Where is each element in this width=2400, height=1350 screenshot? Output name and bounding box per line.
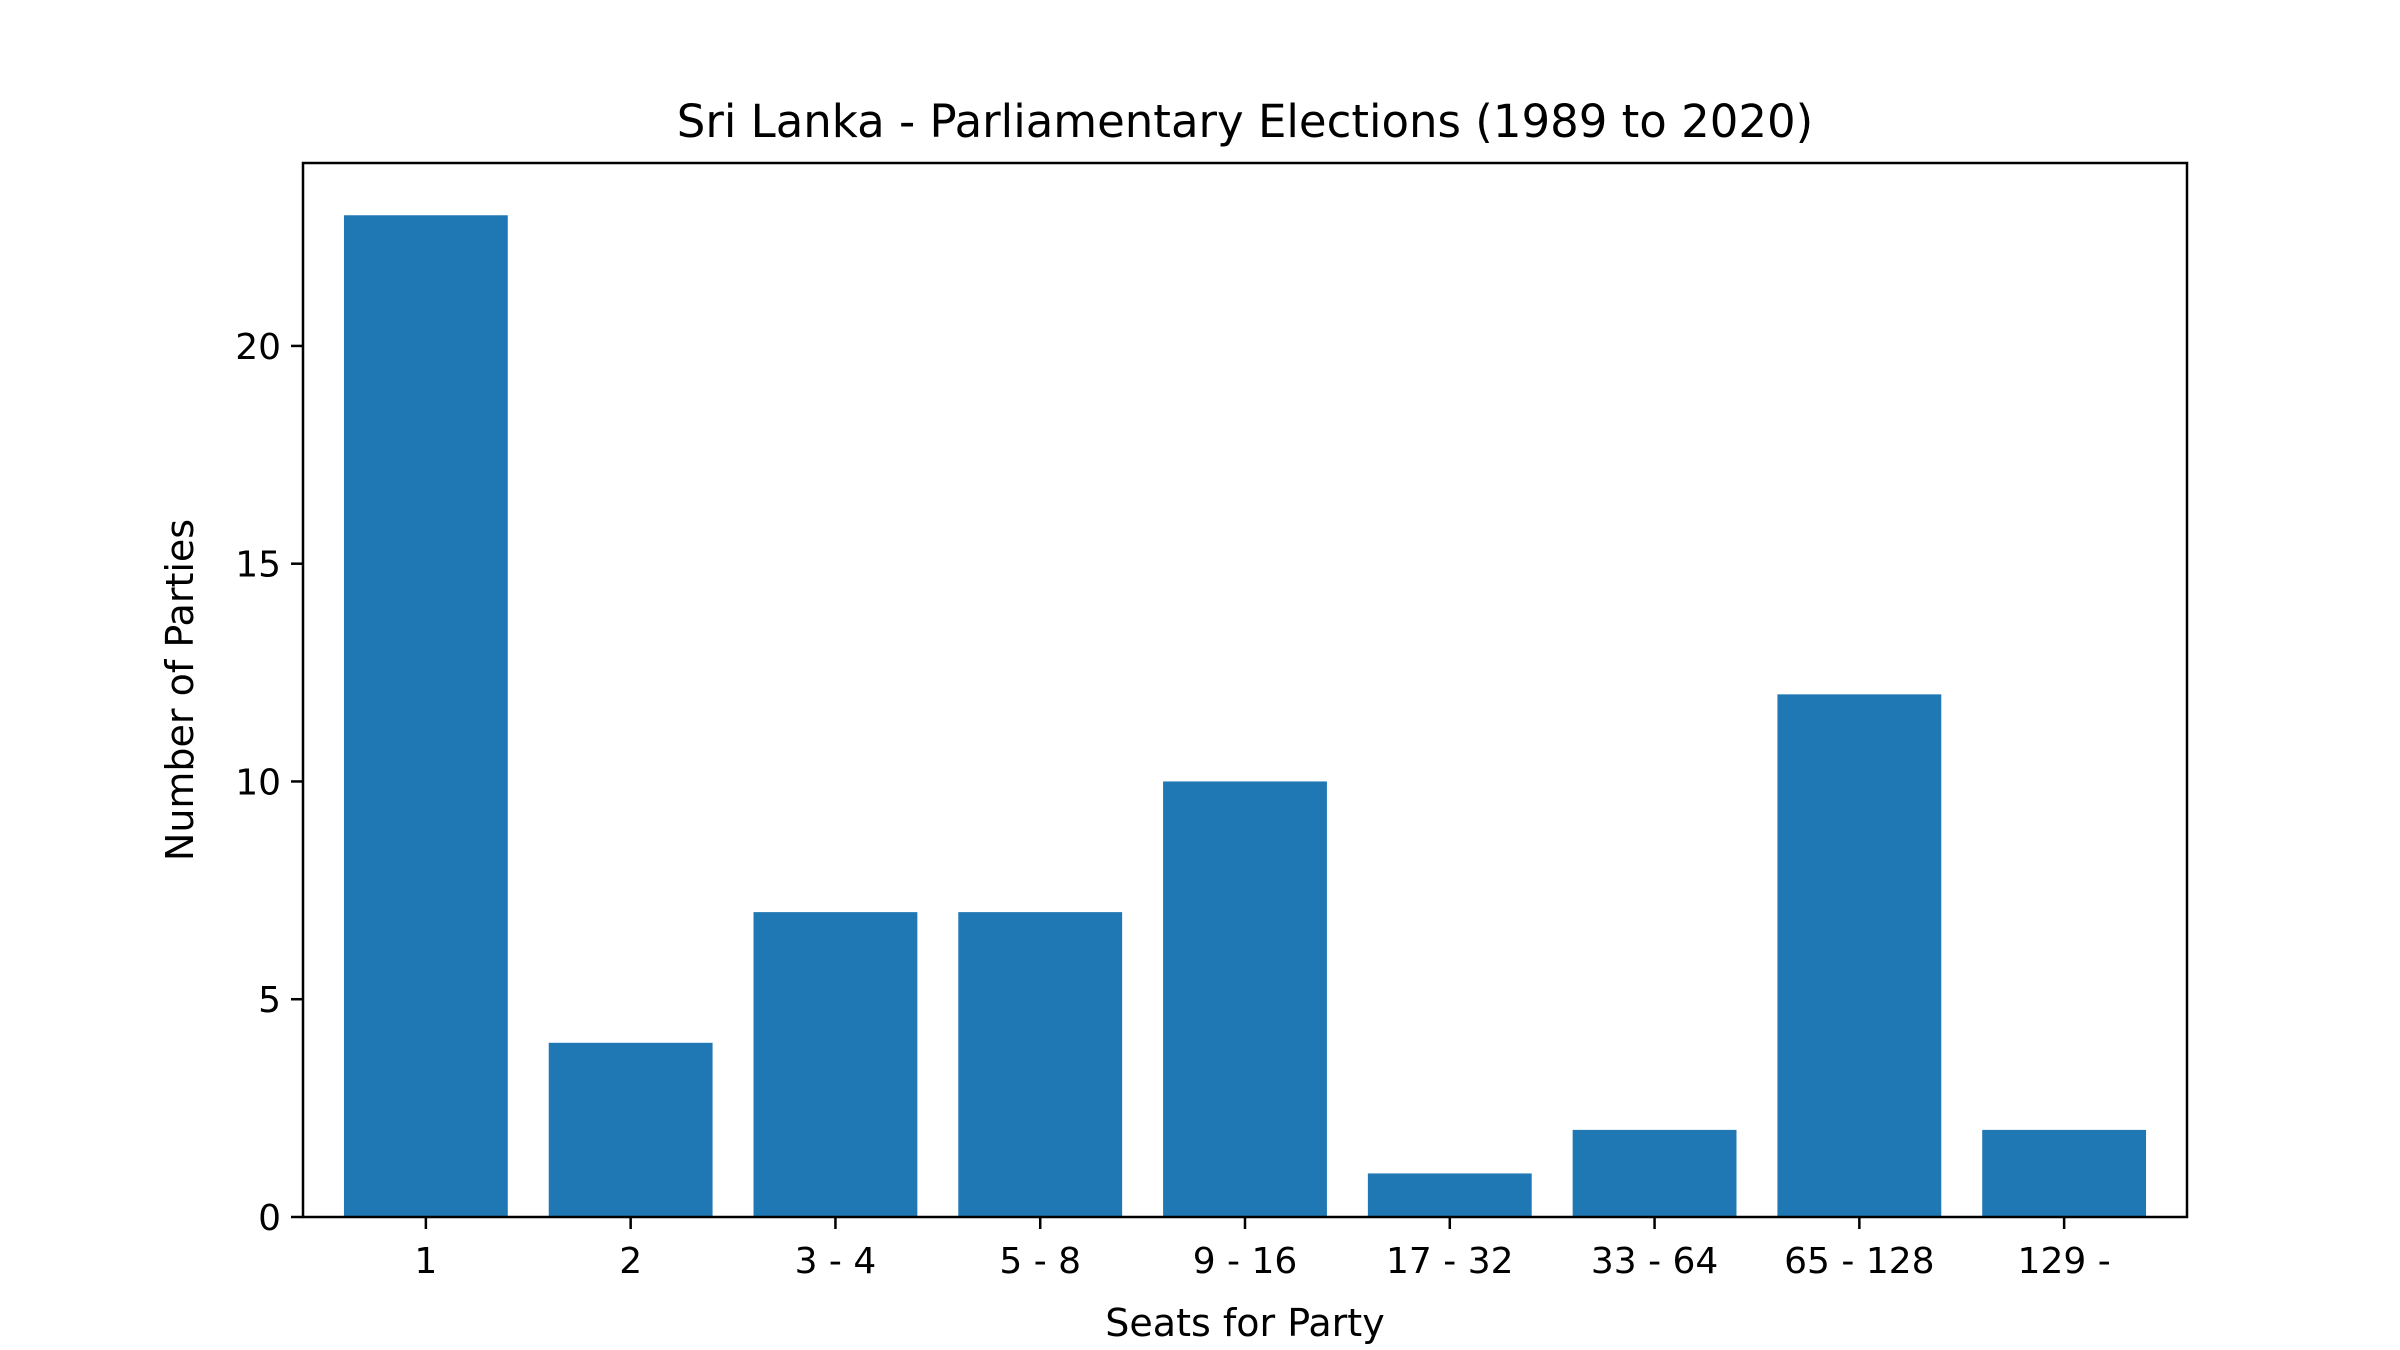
bar-65-128 <box>1777 694 1942 1217</box>
chart-title: Sri Lanka - Parliamentary Elections (198… <box>677 95 1813 148</box>
plot-frame <box>301 161 2189 1219</box>
x-tick-label: 1 <box>414 1241 437 1282</box>
x-tick-label: 3 - 4 <box>795 1241 877 1282</box>
y-axis-label: Number of Parties <box>158 519 202 861</box>
x-axis-ticks: 1 2 3 - 4 5 - 8 9 - 16 17 - 32 33 - 64 65 - 128… <box>414 1217 2111 1282</box>
y-tick-label: 10 <box>235 762 281 803</box>
y-axis-ticks: 0 5 10 15 20 <box>235 327 303 1239</box>
x-tick-label: 65 - 128 <box>1784 1241 1934 1282</box>
bar-5-8 <box>958 912 1123 1217</box>
bar-17-32 <box>1367 1173 1532 1217</box>
bar-1 <box>343 215 508 1217</box>
bar-3-4 <box>753 912 918 1217</box>
y-tick-label: 5 <box>258 980 281 1021</box>
x-tick-label: 129 - <box>2018 1241 2111 1282</box>
x-tick-label: 17 - 32 <box>1386 1241 1514 1282</box>
y-tick-label: 0 <box>258 1198 281 1239</box>
bar-33-64 <box>1572 1129 1737 1217</box>
bar-2 <box>548 1042 713 1217</box>
x-axis-label: Seats for Party <box>1105 1301 1384 1345</box>
x-tick-label: 5 - 8 <box>999 1241 1081 1282</box>
bar-129 <box>1982 1129 2147 1217</box>
y-tick-label: 15 <box>235 545 281 586</box>
x-tick-label: 2 <box>619 1241 642 1282</box>
x-tick-label: 33 - 64 <box>1591 1241 1719 1282</box>
bars-group <box>343 215 2147 1217</box>
y-tick-label: 20 <box>235 327 281 368</box>
bar-9-16 <box>1163 781 1327 1217</box>
x-tick-label: 9 - 16 <box>1193 1241 1298 1282</box>
